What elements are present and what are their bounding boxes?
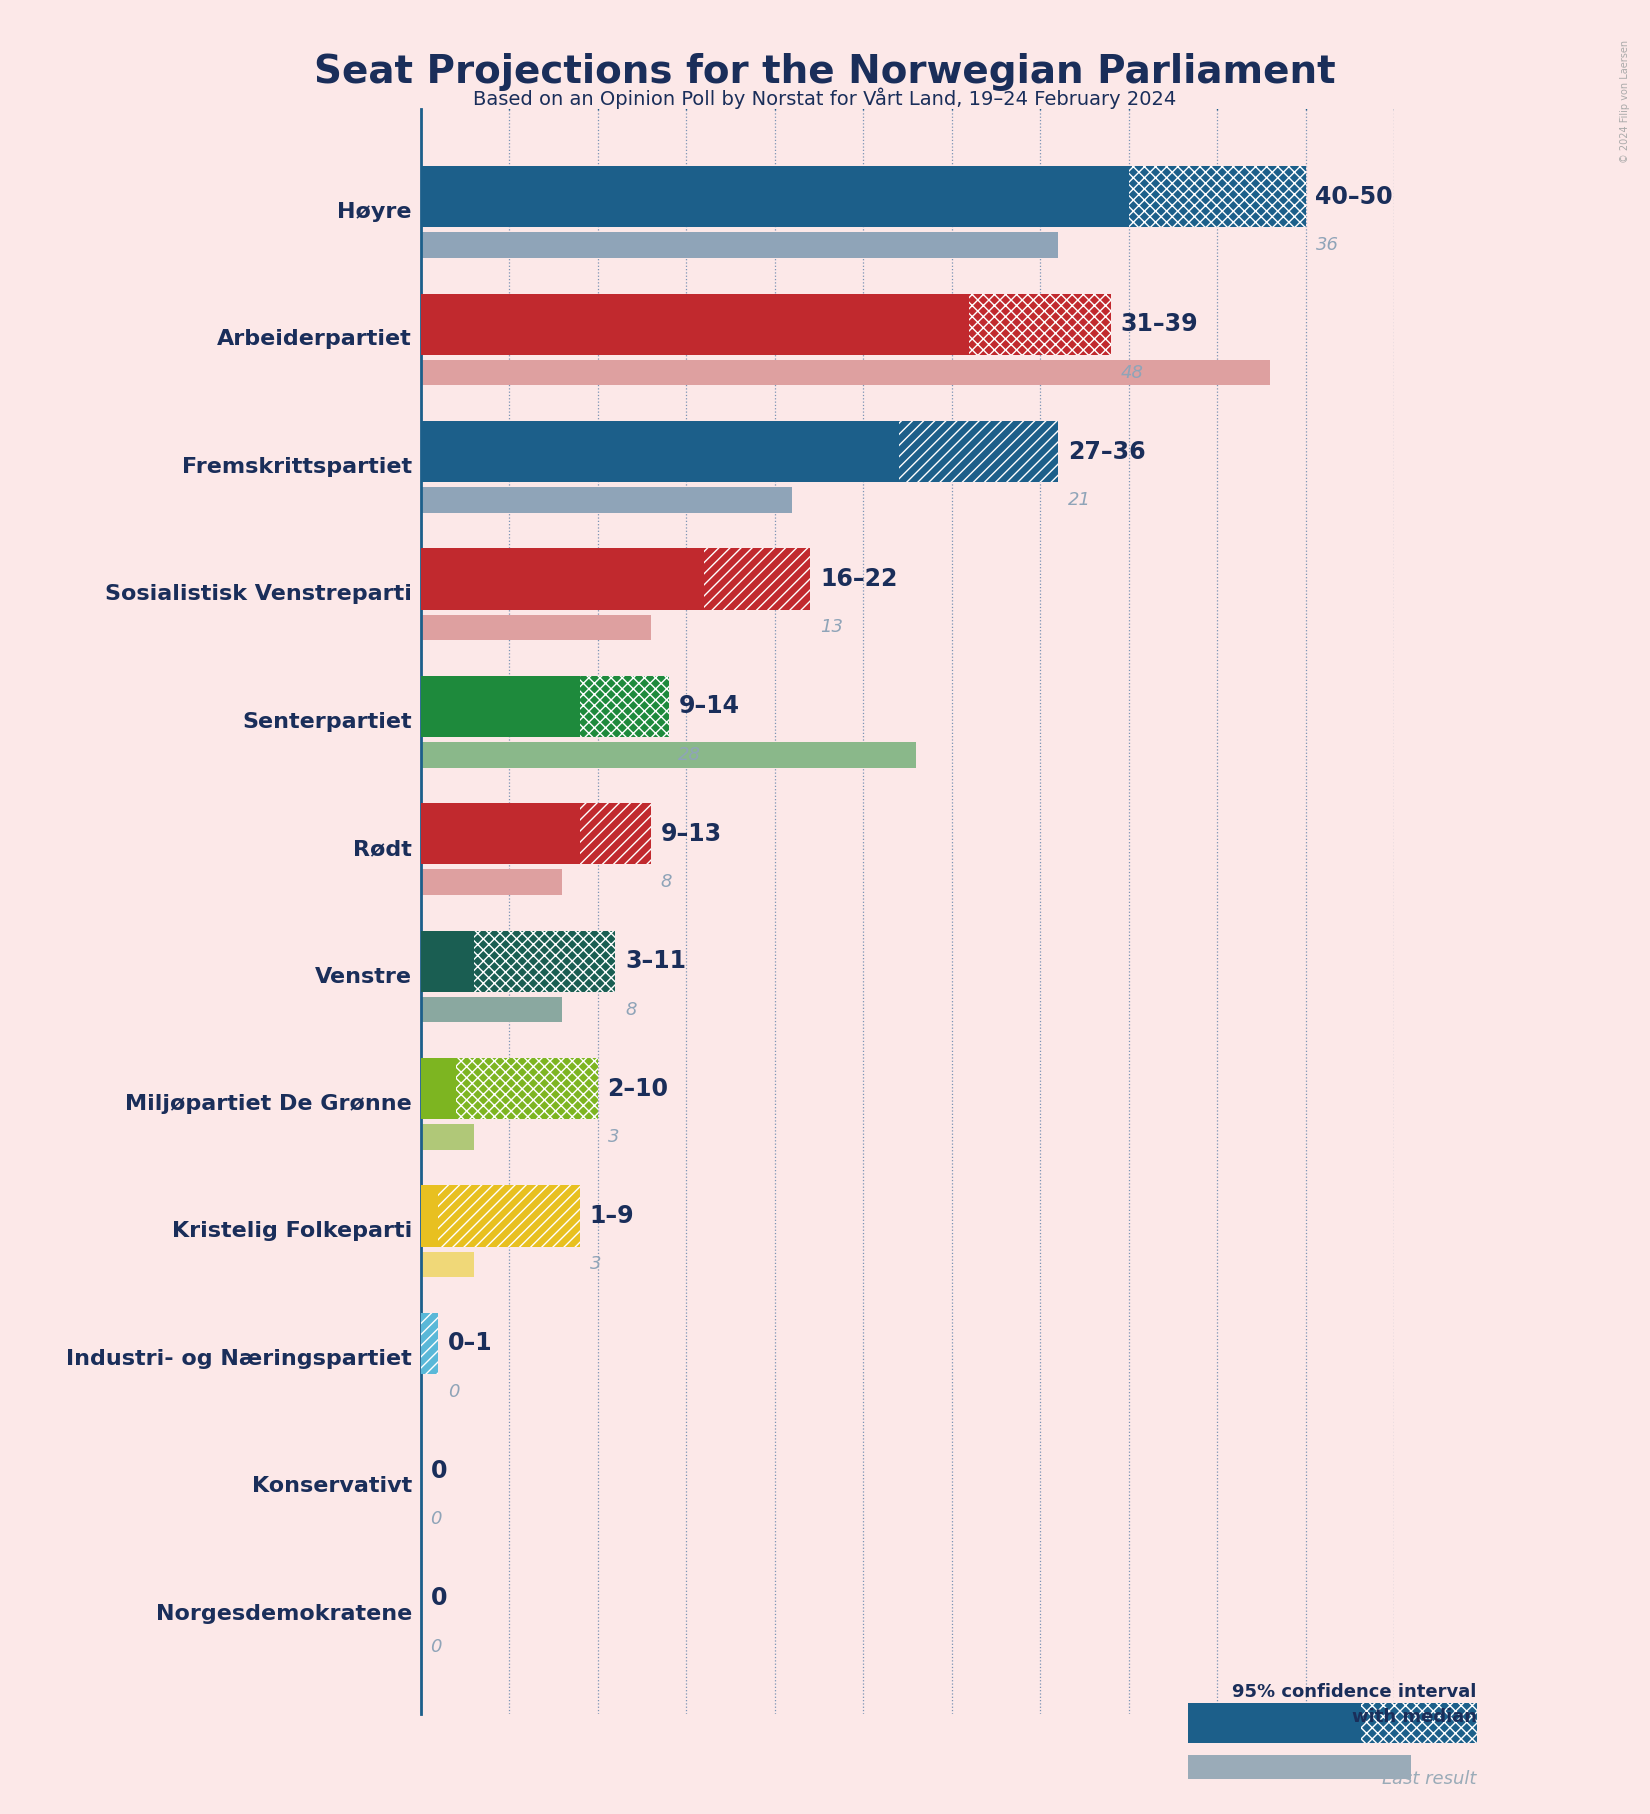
Text: 8: 8 — [660, 873, 672, 891]
Text: © 2024 Filip von Laersen: © 2024 Filip von Laersen — [1620, 40, 1630, 163]
Bar — [581, 804, 650, 865]
Text: 28: 28 — [678, 746, 701, 764]
Bar — [705, 548, 810, 610]
Bar — [474, 931, 615, 992]
Text: Venstre: Venstre — [315, 967, 412, 987]
Text: 13: 13 — [820, 619, 843, 637]
Bar — [421, 1125, 474, 1150]
Text: 40–50: 40–50 — [1315, 185, 1393, 209]
Bar — [421, 359, 1270, 385]
Bar — [421, 869, 563, 894]
Text: 3: 3 — [607, 1128, 619, 1146]
Text: Høyre: Høyre — [337, 201, 412, 221]
Text: Last result: Last result — [1383, 1770, 1477, 1789]
Bar — [455, 1058, 597, 1119]
Text: 31–39: 31–39 — [1120, 312, 1198, 336]
Bar — [421, 421, 899, 483]
Text: Senterpartiet: Senterpartiet — [243, 711, 412, 731]
Bar — [1188, 1703, 1361, 1743]
Text: 48: 48 — [1120, 363, 1143, 381]
Text: 0–1: 0–1 — [449, 1331, 493, 1355]
Text: Industri- og Næringspartiet: Industri- og Næringspartiet — [66, 1350, 412, 1370]
Bar — [1129, 167, 1305, 227]
Text: Seat Projections for the Norwegian Parliament: Seat Projections for the Norwegian Parli… — [314, 53, 1337, 91]
Text: 0: 0 — [431, 1458, 447, 1482]
Bar — [421, 1252, 474, 1277]
Text: Norgesdemokratene: Norgesdemokratene — [155, 1604, 412, 1624]
Bar — [421, 167, 1129, 227]
Bar — [421, 548, 705, 610]
Text: 3: 3 — [589, 1255, 601, 1273]
Text: Based on an Opinion Poll by Norstat for Vårt Land, 19–24 February 2024: Based on an Opinion Poll by Norstat for … — [474, 87, 1176, 109]
Bar — [421, 1058, 455, 1119]
Text: Arbeiderpartiet: Arbeiderpartiet — [218, 330, 412, 350]
Text: 0: 0 — [449, 1382, 460, 1400]
Bar — [421, 931, 474, 992]
Bar — [421, 1186, 439, 1246]
Text: 0: 0 — [431, 1638, 442, 1656]
Text: 3–11: 3–11 — [625, 949, 686, 974]
Text: 36: 36 — [1315, 236, 1338, 254]
Text: 0: 0 — [431, 1511, 442, 1527]
Text: Sosialistisk Venstreparti: Sosialistisk Venstreparti — [106, 584, 412, 604]
Text: Konservativt: Konservativt — [252, 1477, 412, 1497]
Bar — [421, 232, 1058, 258]
Bar — [581, 677, 668, 736]
Bar — [1188, 1754, 1411, 1780]
Text: 16–22: 16–22 — [820, 568, 898, 591]
Text: Fremskrittspartiet: Fremskrittspartiet — [182, 457, 412, 477]
Bar — [421, 677, 581, 736]
Bar — [421, 998, 563, 1023]
Text: Rødt: Rødt — [353, 840, 412, 860]
Text: 0: 0 — [431, 1585, 447, 1611]
Text: 27–36: 27–36 — [1068, 439, 1145, 464]
Text: 2–10: 2–10 — [607, 1078, 668, 1101]
Text: 9–13: 9–13 — [660, 822, 721, 845]
Text: 1–9: 1–9 — [589, 1204, 634, 1228]
Text: Kristelig Folkeparti: Kristelig Folkeparti — [172, 1221, 412, 1241]
Bar — [439, 1186, 581, 1246]
Bar — [421, 488, 792, 513]
Text: Miljøpartiet De Grønne: Miljøpartiet De Grønne — [125, 1094, 412, 1114]
Bar — [899, 421, 1058, 483]
Bar — [970, 294, 1110, 356]
Bar — [421, 294, 970, 356]
Bar — [421, 804, 581, 865]
Text: 21: 21 — [1068, 492, 1091, 510]
Text: 8: 8 — [625, 1001, 637, 1019]
Bar — [421, 1313, 439, 1373]
Text: 95% confidence interval
with median: 95% confidence interval with median — [1233, 1683, 1477, 1727]
Text: 9–14: 9–14 — [678, 695, 739, 718]
Bar — [421, 742, 916, 767]
Bar — [421, 615, 650, 640]
Bar — [1361, 1703, 1477, 1743]
